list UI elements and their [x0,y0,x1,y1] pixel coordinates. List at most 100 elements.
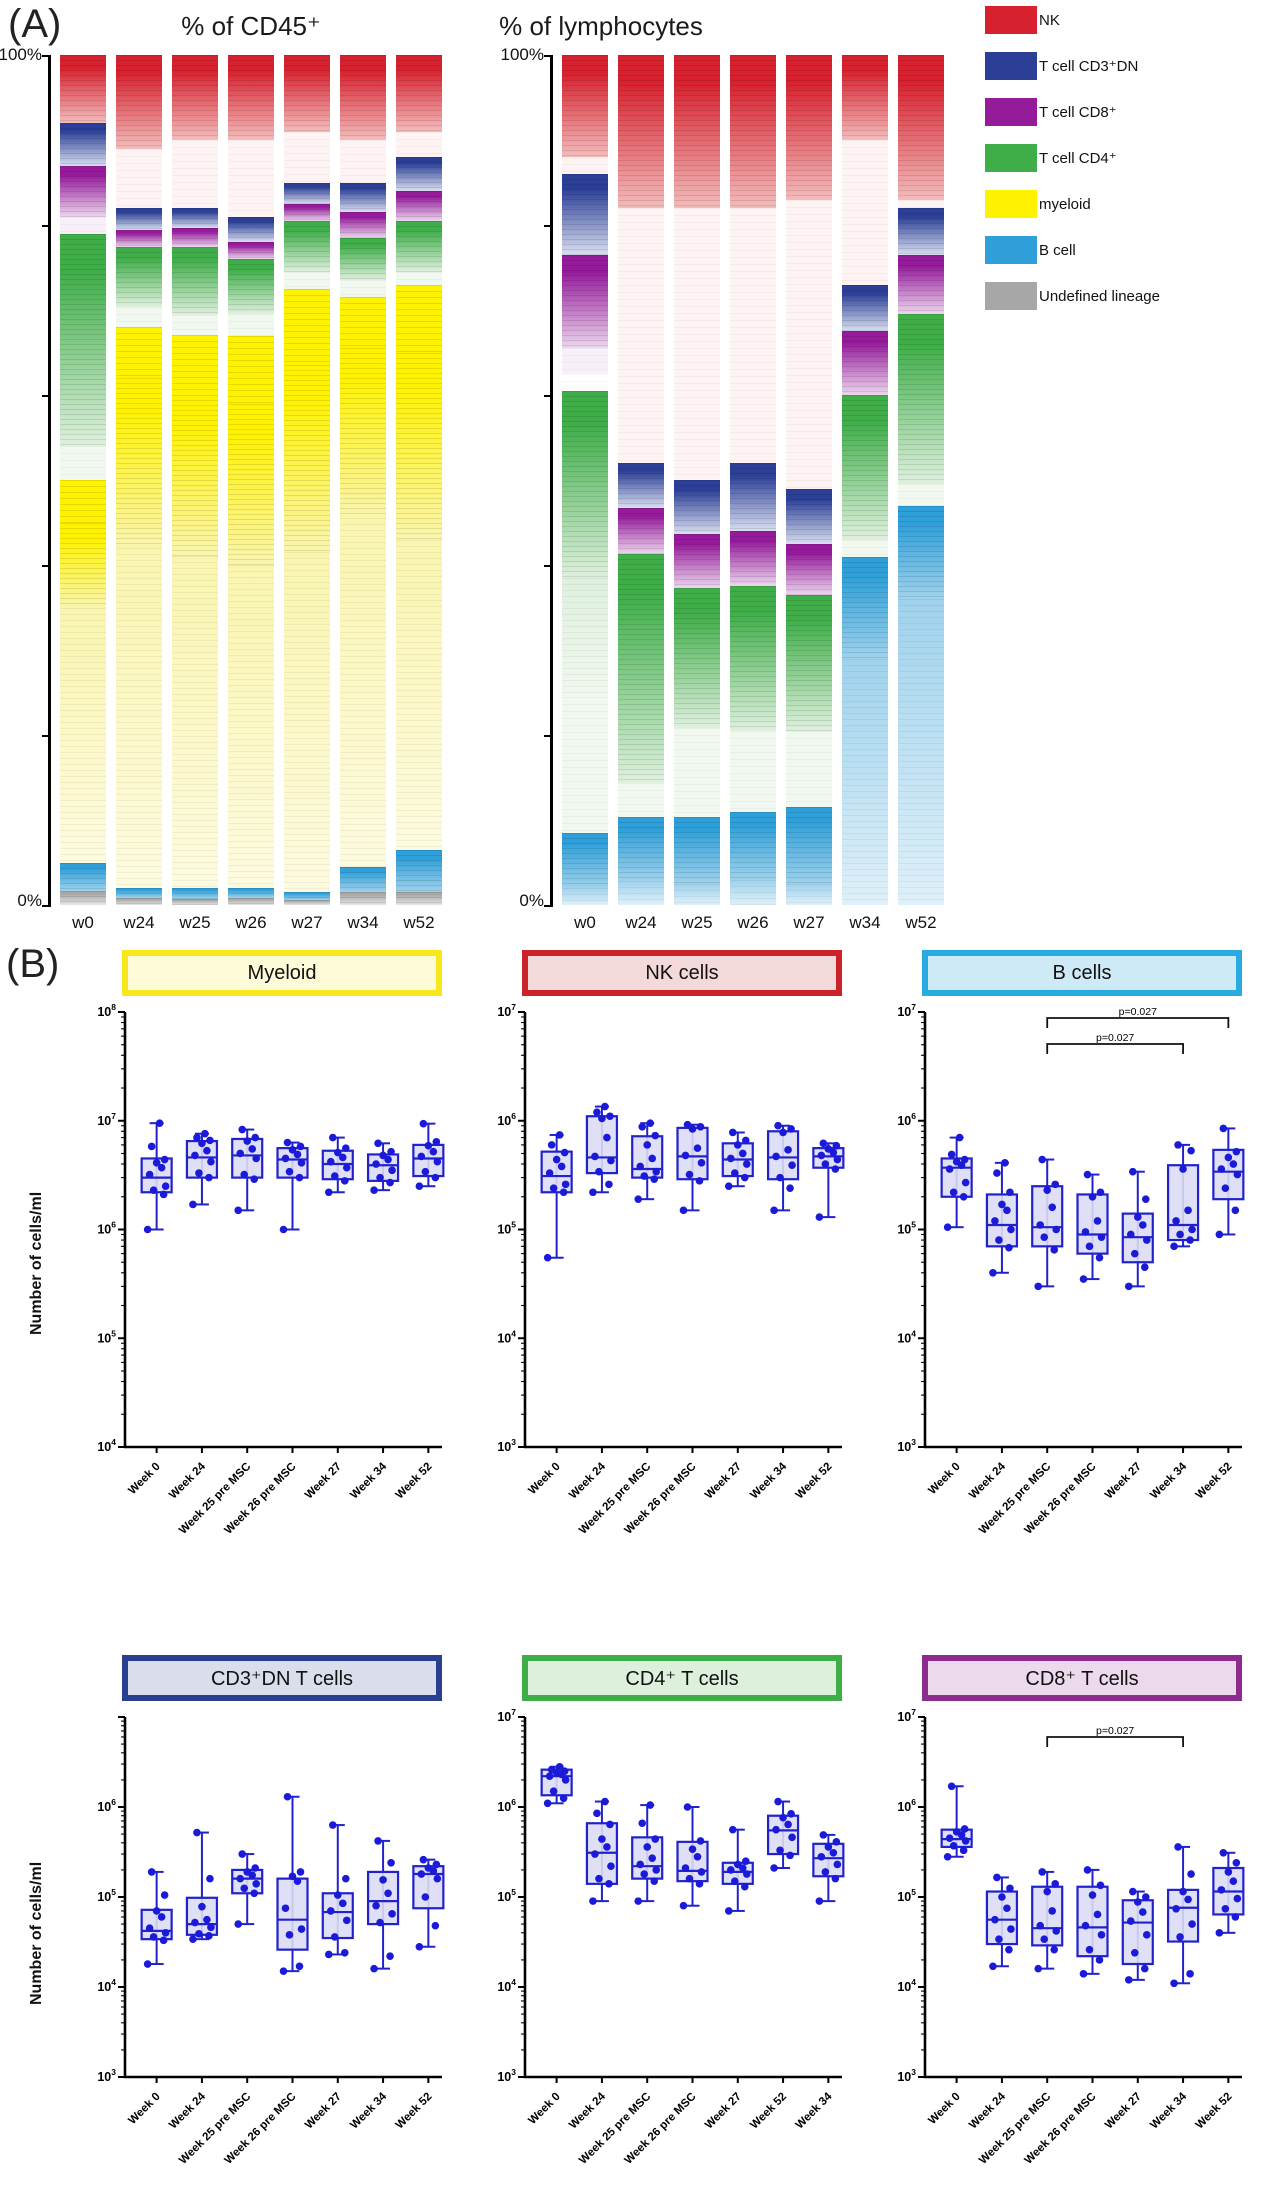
stacked-bar-w24 [618,55,664,905]
svg-text:105: 105 [97,1328,116,1345]
x-labels: w0 w24 w25 w26 w27 w34 w52 [60,913,442,933]
segment-dn [618,463,664,509]
svg-text:Week 0: Week 0 [126,2091,162,2127]
segment-cd8 [116,230,162,248]
plot-header: CD8⁺ T cells [922,1655,1242,1701]
plot-header: NK cells [522,950,842,996]
y-axis [42,55,51,907]
segment-cd4 [842,539,888,557]
svg-text:Week 27: Week 27 [303,1461,344,1502]
legend-item: T cell CD3⁺DN [985,52,1160,80]
y-axis-top-label: 100% [0,45,42,64]
chart-title: % of CD45⁺ [181,11,321,41]
segment-b [228,888,274,899]
svg-text:103: 103 [497,2067,516,2084]
svg-text:105: 105 [497,1887,516,1904]
segment-my [228,565,274,888]
segment-cd4 [60,233,106,446]
segment-cd8 [842,331,888,395]
segment-my [340,297,386,349]
segment-nk [340,55,386,140]
segment-b [842,556,888,659]
segment-b [562,888,608,905]
segment-un [172,899,218,905]
x-label: w27 [291,913,323,932]
segment-cd4 [842,395,888,540]
svg-text:Week 52: Week 52 [794,1461,835,1502]
stacked-chart-lymphocytes: % of lymphocytes 100% 0% w0 w24 w25 w26 w27 w… [499,11,980,932]
segment-nk [618,208,664,463]
boxplot-cell: CD4⁺ T cells 103 104 105 106 107 Week 0 Week 24… [450,1655,850,2190]
segment-dn [116,208,162,231]
svg-text:106: 106 [897,1111,916,1128]
segment-nk [340,140,386,183]
p-value-label: p=0.027 [1096,1725,1134,1737]
segment-un [228,898,274,905]
segment-cd4 [674,587,720,729]
svg-text:Week 34: Week 34 [1148,1460,1189,1501]
segment-dn [228,216,274,242]
y-tick [42,905,51,907]
segment-nk [172,140,218,208]
y-axis [544,55,553,907]
segment-cd4 [618,553,664,784]
legend-swatch-nk [985,6,1037,34]
segment-cd4 [340,237,386,281]
segment-my [340,518,386,867]
segment-nk [228,140,274,217]
panel-a-label: (A) [8,2,62,46]
chart-title: % of lymphocytes [499,11,703,41]
segment-cd4 [562,390,608,578]
legend-label: Undefined lineage [1039,287,1160,305]
x-labels: w0 w24 w25 w26 w27 w34 w52 [562,913,944,933]
segment-dn [842,284,888,332]
x-label: w25 [179,913,211,932]
svg-text:104: 104 [897,1328,916,1345]
y-tick [544,395,553,397]
segment-nk [396,55,442,132]
y-axis-title: Number of cells/ml [28,1861,45,2005]
y-tick [42,225,51,227]
segment-nk [842,55,888,140]
legend-item: T cell CD8⁺ [985,98,1160,126]
segment-b [172,887,218,900]
segment-b [340,866,386,893]
x-label: w52 [403,913,435,932]
legend-item: Undefined lineage [985,282,1160,310]
segment-cd8 [172,228,218,248]
x-label: w25 [681,913,713,932]
svg-text:Week 34: Week 34 [1148,2090,1189,2131]
y-tick [544,735,553,737]
y-axis-bottom-label: 0% [519,891,544,910]
svg-text:Week 52: Week 52 [748,2091,789,2132]
segment-b [786,807,832,884]
segment-cd4 [562,696,608,833]
segment-dn [674,480,720,534]
svg-text:107: 107 [897,1707,916,1724]
segment-dn [786,488,832,544]
segment-un [116,898,162,905]
svg-text:Week 34: Week 34 [348,1460,389,1501]
segment-cd8 [60,165,106,217]
svg-text:104: 104 [97,1437,116,1454]
svg-text:Week 24: Week 24 [167,2090,208,2131]
svg-text:Week 24: Week 24 [567,1460,608,1501]
legend-swatch-b [985,236,1037,264]
svg-text:104: 104 [497,1977,516,1994]
segment-nk [284,55,330,132]
segment-my [116,547,162,888]
segment-my [116,377,162,548]
plot-header: CD4⁺ T cells [522,1655,842,1701]
stacked-bar-w25 [172,55,218,905]
legend-swatch-un [985,282,1037,310]
legend-label: B cell [1039,241,1076,259]
segment-my [396,352,442,540]
segment-cd8 [730,531,776,587]
svg-text:Week 27: Week 27 [1103,2091,1144,2132]
segment-nk [842,140,888,285]
segment-nk [228,55,274,140]
segment-nk [116,148,162,208]
boxplot-cell: CD8⁺ T cells 103 104 105 106 107 Week 0 Week 24… [850,1655,1250,2190]
